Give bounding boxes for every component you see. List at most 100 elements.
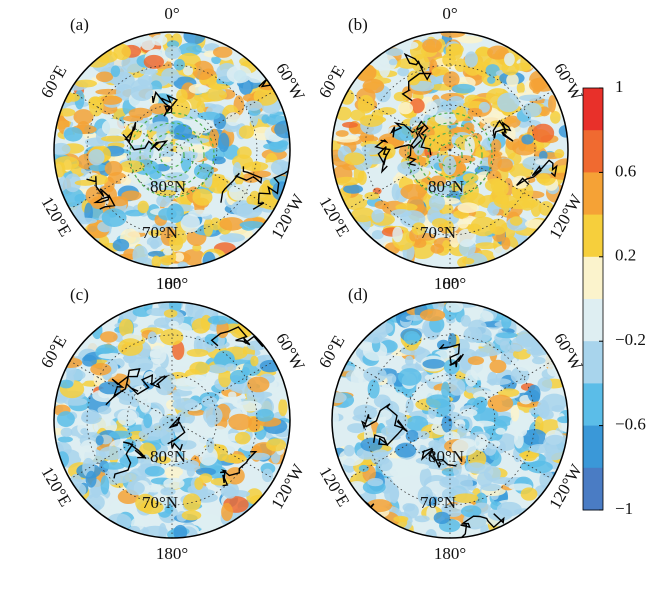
map-patch [206, 438, 214, 453]
map-patch [129, 108, 152, 119]
map-patch [229, 184, 249, 201]
longitude-label: 0° [442, 274, 457, 293]
map-patch [529, 78, 545, 92]
colorbar-tick-label: 0.2 [615, 246, 636, 265]
map-patch [164, 309, 178, 318]
colorbar-band [583, 257, 603, 300]
map-patch [66, 370, 85, 381]
panel-label: (b) [348, 15, 368, 34]
map-patch [96, 71, 113, 82]
map-patch [434, 512, 450, 524]
map-patch [420, 309, 445, 321]
map-patch [344, 152, 365, 165]
map-patch [99, 446, 124, 460]
map-patch [218, 133, 229, 152]
map-patch [97, 406, 111, 415]
map-patch [86, 471, 97, 488]
map-patch [163, 478, 184, 489]
map-patch [198, 112, 221, 120]
latitude-label: 70°N [142, 223, 178, 242]
colorbar-band [583, 383, 603, 426]
longitude-label: 60°E [315, 332, 349, 371]
map-patch [465, 370, 478, 387]
map-patch [102, 119, 124, 136]
map-patch [468, 308, 479, 317]
map-patch [138, 201, 149, 214]
map-patch [131, 85, 153, 101]
map-patch [208, 316, 230, 325]
map-patch [517, 365, 532, 371]
map-patch [537, 400, 549, 418]
map-patch [489, 360, 506, 373]
map-patch [422, 359, 445, 369]
map-patch [101, 136, 127, 142]
map-patch [526, 348, 543, 355]
map-patch [271, 160, 290, 176]
map-patch [343, 185, 363, 194]
map-patch [250, 356, 258, 367]
longitude-label: 0° [164, 4, 179, 23]
map-patch [123, 439, 136, 453]
map-patch [117, 409, 137, 426]
map-patch [148, 331, 157, 344]
map-patch [548, 95, 556, 112]
map-patch [277, 140, 288, 147]
map-patch [367, 478, 383, 486]
colorbar-tick-label: 0.6 [615, 161, 636, 180]
map-patch [97, 347, 114, 353]
map-patch [120, 177, 131, 185]
map-patch [441, 382, 450, 399]
map-patch [375, 201, 390, 210]
map-patch [506, 74, 519, 87]
map-patch [494, 195, 518, 209]
map-patch [189, 362, 210, 375]
map-patch [129, 123, 147, 131]
map-patch [161, 156, 171, 162]
map-patch [367, 499, 393, 512]
map-patch [554, 149, 564, 158]
map-patch [249, 76, 264, 82]
map-patch [194, 163, 214, 179]
map-patch [393, 516, 408, 522]
map-patch [103, 462, 125, 470]
map-patch [165, 46, 181, 59]
map-patch [521, 487, 538, 500]
map-patch [199, 473, 212, 483]
map-patch [243, 162, 269, 172]
colorbar-band [583, 299, 603, 342]
map-patch [119, 160, 144, 172]
map-patch [256, 409, 274, 422]
map-patch [164, 466, 183, 477]
map-patch [511, 337, 525, 351]
map-patch [141, 36, 155, 51]
map-patch [433, 298, 445, 311]
map-patch [378, 161, 398, 179]
map-patch [501, 237, 510, 250]
map-patch [187, 349, 209, 357]
latitude-label: 70°N [420, 223, 456, 242]
map-patch [228, 414, 252, 431]
map-patch [497, 502, 522, 517]
map-patch [475, 434, 488, 452]
colorbar-band [583, 426, 603, 469]
map-patch [344, 445, 355, 456]
map-patch [392, 183, 400, 200]
map-patch [57, 411, 75, 427]
longitude-label: 60°E [37, 332, 71, 371]
latitude-label: 70°N [420, 493, 456, 512]
map-patch [474, 397, 488, 409]
map-patch [107, 513, 132, 530]
map-patch [119, 396, 136, 405]
map-patch [109, 431, 132, 439]
map-patch [465, 51, 478, 67]
map-patch [522, 200, 538, 208]
map-patch [371, 209, 384, 222]
map-patch [219, 233, 245, 242]
map-patch [532, 124, 554, 143]
map-patch [225, 363, 237, 371]
map-patch [235, 432, 251, 445]
longitude-label: 0° [164, 274, 179, 293]
map-patch [448, 378, 465, 395]
map-patch [239, 125, 254, 138]
map-patch [140, 69, 158, 75]
